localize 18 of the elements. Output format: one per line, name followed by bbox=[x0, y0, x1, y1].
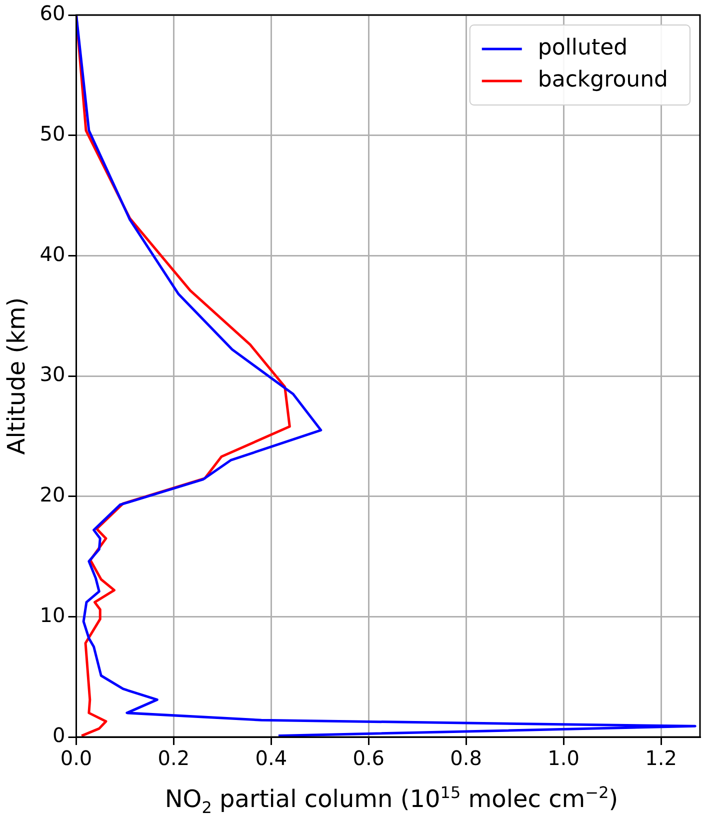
y-tick-label: 0 bbox=[52, 723, 66, 748]
y-tick-label: 30 bbox=[40, 362, 66, 386]
x-tick-label: 0.2 bbox=[158, 746, 190, 770]
y-tick-label: 20 bbox=[40, 482, 66, 507]
x-tick-label: 0.8 bbox=[450, 746, 482, 770]
y-tick-label: 10 bbox=[40, 602, 66, 627]
legend-label: polluted bbox=[538, 36, 628, 61]
y-axis-title: Altitude (km) bbox=[2, 297, 31, 455]
y-tick-label: 40 bbox=[40, 242, 66, 266]
x-tick-label: 0.4 bbox=[255, 746, 288, 770]
y-tick-label: 50 bbox=[40, 122, 66, 146]
x-tick-label: 1.0 bbox=[548, 746, 580, 770]
x-tick-label: 0.0 bbox=[60, 746, 92, 770]
x-tick-label: 0.6 bbox=[352, 746, 385, 770]
legend-label: background bbox=[538, 68, 668, 93]
x-tick-label: 1.2 bbox=[645, 746, 677, 770]
y-tick-label: 60 bbox=[40, 1, 66, 26]
x-axis-title: NO$_{2}$ partial column (10$^{15}$ molec cm$^{−2}$) bbox=[164, 783, 620, 817]
